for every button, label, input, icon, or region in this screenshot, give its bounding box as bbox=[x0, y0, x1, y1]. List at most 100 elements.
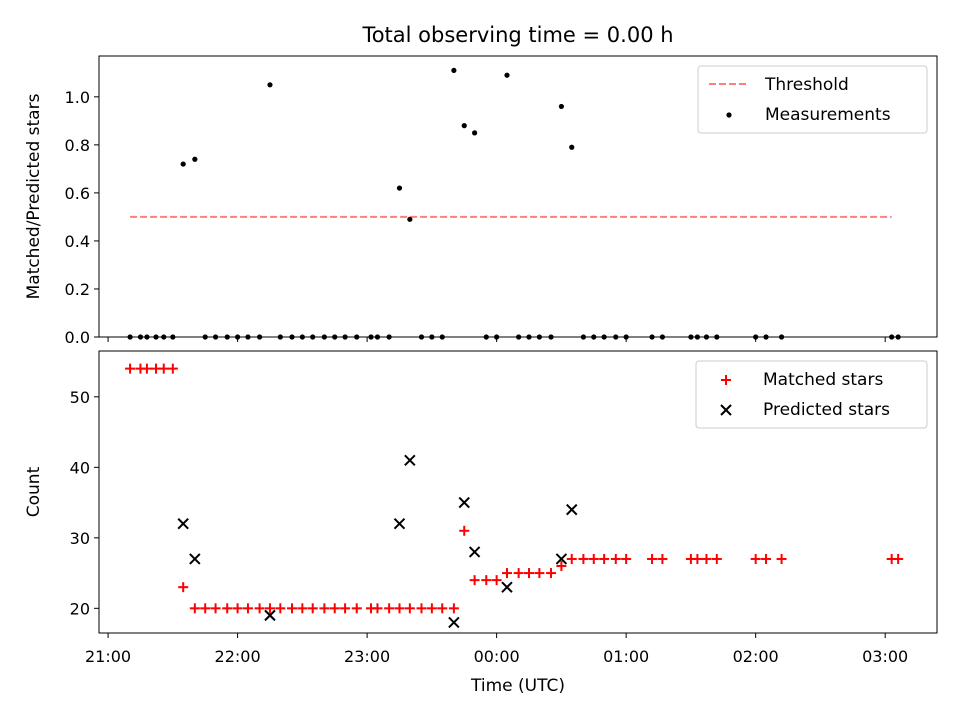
measurement-point bbox=[192, 156, 198, 162]
matched-star-point bbox=[524, 568, 535, 579]
measurement-point bbox=[180, 161, 186, 167]
matched-star-point bbox=[254, 603, 265, 614]
legend-matched-label: Matched stars bbox=[763, 370, 883, 390]
predicted-star-point bbox=[177, 518, 189, 530]
y-tick-label: 0.2 bbox=[65, 280, 90, 299]
matched-star-point bbox=[437, 603, 448, 614]
predicted-marker-b bbox=[555, 553, 568, 565]
predicted-marker-b bbox=[264, 609, 276, 622]
matched-star-point bbox=[307, 603, 318, 614]
matched-star-point bbox=[200, 603, 211, 614]
legend-threshold-label: Threshold bbox=[764, 75, 849, 95]
y-axis-label: Count bbox=[24, 466, 44, 517]
predicted-star-point bbox=[566, 503, 578, 516]
y-tick-label: 20 bbox=[70, 599, 90, 618]
x-axis-label: Time (UTC) bbox=[470, 676, 565, 696]
axes-frame bbox=[98, 350, 938, 634]
matched-star-point bbox=[459, 525, 470, 536]
matched-star-point bbox=[329, 603, 340, 614]
matched-star-point bbox=[657, 553, 668, 564]
matched-star-point bbox=[647, 553, 658, 564]
predicted-star-point bbox=[264, 609, 276, 622]
legend-box bbox=[697, 65, 928, 134]
matched-star-point bbox=[232, 603, 243, 614]
matched-star-point bbox=[469, 575, 480, 586]
matched-star-point bbox=[189, 603, 200, 614]
predicted-marker-b bbox=[189, 553, 201, 565]
predicted-marker-b bbox=[566, 503, 578, 516]
x-tick-label: 21:00 bbox=[85, 647, 131, 666]
predicted-marker-b bbox=[458, 496, 470, 509]
bottom-panel: 20 30 40 50 21:00 22:00 23:00 00:00 01:00 02:00 03… bbox=[24, 350, 938, 666]
y-tick-label: 0.0 bbox=[65, 328, 90, 347]
matched-star-point bbox=[501, 568, 512, 579]
legend-measurements-swatch bbox=[726, 112, 732, 118]
y-tick-label: 0.6 bbox=[65, 184, 90, 203]
matched-star-point bbox=[178, 582, 189, 593]
matched-star-point bbox=[599, 553, 610, 564]
matched-star-point bbox=[761, 553, 772, 564]
measurement-point bbox=[461, 123, 467, 129]
y-tick-label: 0.8 bbox=[65, 136, 90, 155]
matched-star-point bbox=[210, 603, 221, 614]
measurement-point bbox=[504, 72, 510, 78]
measurement-point bbox=[472, 130, 478, 136]
measurement-point bbox=[451, 67, 457, 74]
x-tick-label: 22:00 bbox=[215, 647, 261, 666]
predicted-marker-b bbox=[448, 616, 460, 629]
predicted-star-point bbox=[189, 553, 201, 565]
measurement-point bbox=[267, 82, 273, 88]
x-tick-label: 02:00 bbox=[733, 647, 779, 666]
axes-frame bbox=[98, 55, 938, 338]
matched-star-point bbox=[448, 603, 459, 614]
legend: Threshold Measurements bbox=[697, 65, 928, 134]
predicted-star-point bbox=[393, 518, 406, 530]
y-tick-label: 50 bbox=[70, 388, 90, 407]
y-tick-label: 0.4 bbox=[65, 232, 90, 251]
measurement-point bbox=[407, 216, 413, 222]
matched-star-point bbox=[286, 603, 297, 614]
matched-star-point bbox=[750, 553, 761, 564]
matched-star-point bbox=[167, 363, 178, 374]
top-panel: 0.0 0.2 0.4 0.6 0.8 1.0 Matched/Predicted star… bbox=[24, 55, 938, 347]
y-tick-label: 30 bbox=[70, 529, 90, 548]
matched-star-point bbox=[384, 603, 395, 614]
matched-star-point bbox=[578, 553, 589, 564]
matched-star-point bbox=[513, 568, 524, 579]
matched-star-point bbox=[394, 603, 405, 614]
matched-star-point bbox=[711, 553, 722, 564]
matched-star-point bbox=[404, 603, 415, 614]
matched-star-point bbox=[158, 363, 169, 374]
measurement-point bbox=[396, 185, 403, 191]
predicted-marker-b bbox=[501, 581, 513, 593]
matched-star-point bbox=[351, 603, 362, 614]
y-tick-label: 40 bbox=[70, 458, 90, 477]
predicted-marker-b bbox=[393, 518, 406, 530]
matched-star-point bbox=[621, 553, 632, 564]
x-tick-label: 01:00 bbox=[603, 647, 649, 666]
predicted-star-point bbox=[501, 581, 513, 593]
matched-star-point bbox=[319, 603, 330, 614]
matched-star-point bbox=[416, 603, 427, 614]
legend: Matched stars Predicted stars bbox=[695, 360, 928, 429]
matched-star-point bbox=[242, 603, 253, 614]
matched-star-point bbox=[546, 568, 557, 579]
matched-star-point bbox=[426, 603, 437, 614]
matched-star-point bbox=[340, 603, 351, 614]
predicted-star-point bbox=[468, 546, 481, 558]
matched-star-point bbox=[610, 553, 621, 564]
y-tick-label: 1.0 bbox=[65, 88, 90, 107]
predicted-marker-b bbox=[404, 454, 416, 466]
y-axis-label: Matched/Predicted stars bbox=[24, 93, 44, 299]
legend-measurements-label: Measurements bbox=[765, 105, 891, 125]
legend-predicted-label: Predicted stars bbox=[763, 400, 890, 420]
matched-star-point bbox=[566, 553, 577, 564]
matched-star-point bbox=[588, 553, 599, 564]
matched-star-point bbox=[141, 363, 152, 374]
predicted-star-point bbox=[448, 616, 460, 629]
matched-star-point bbox=[491, 575, 502, 586]
chart-title: Total observing time = 0.00 h bbox=[361, 23, 673, 47]
matched-star-point bbox=[222, 603, 233, 614]
matched-star-point bbox=[481, 575, 492, 586]
